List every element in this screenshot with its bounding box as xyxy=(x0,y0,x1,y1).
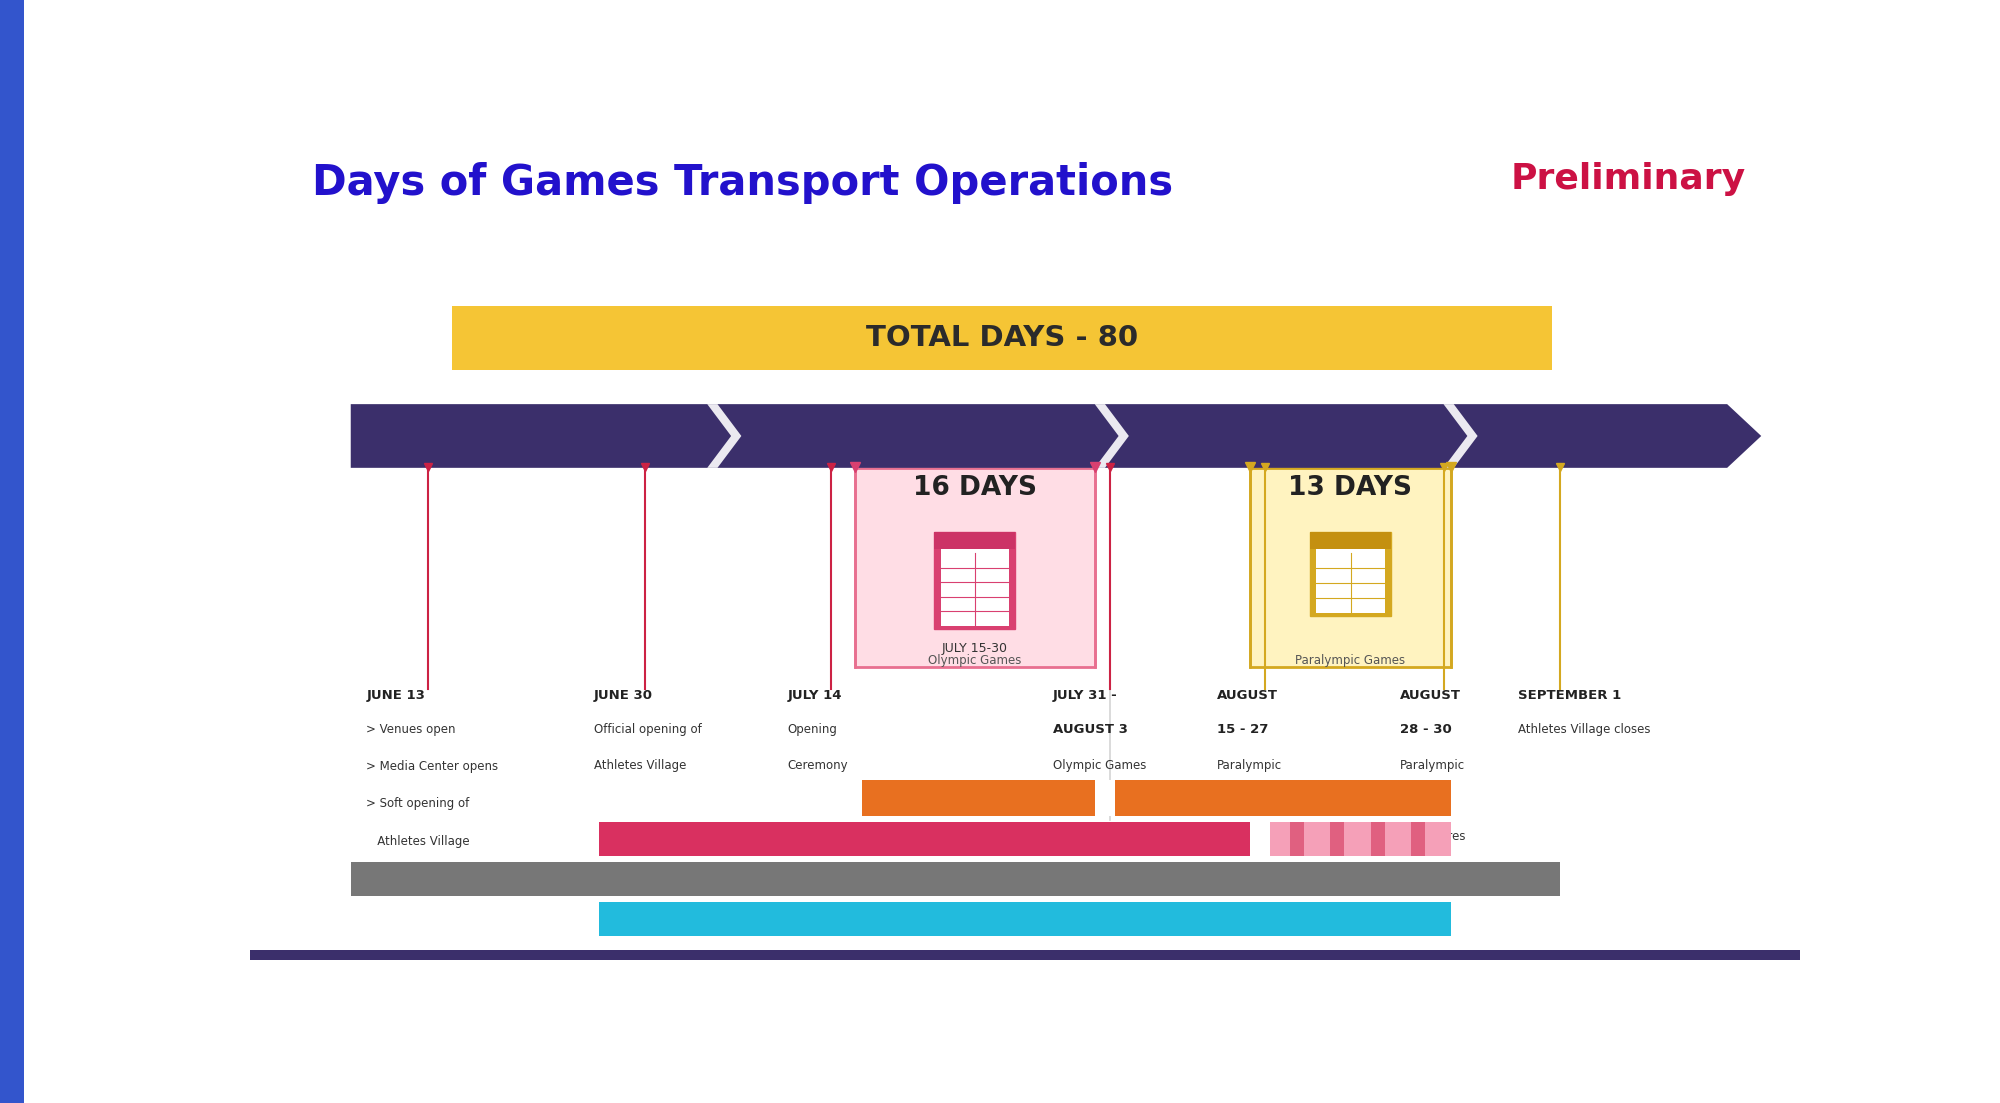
Text: Preliminary: Preliminary xyxy=(1510,162,1746,196)
Polygon shape xyxy=(350,404,1762,468)
Bar xyxy=(1250,468,1452,667)
Text: JUNE 13: JUNE 13 xyxy=(366,688,426,702)
Text: 60 Days - OC's Games Family transport systems: 60 Days - OC's Games Family transport sy… xyxy=(606,912,924,925)
Text: Games: Games xyxy=(1218,795,1258,807)
Bar xyxy=(1370,822,1384,856)
Polygon shape xyxy=(708,404,742,468)
Bar xyxy=(940,549,1008,625)
Bar xyxy=(598,822,1250,856)
Text: SEPTEMBER 1: SEPTEMBER 1 xyxy=(1518,688,1622,702)
Text: Athletes Village: Athletes Village xyxy=(366,835,470,848)
Text: Official opening of: Official opening of xyxy=(594,722,702,736)
Text: Athletes Village: Athletes Village xyxy=(594,759,686,772)
Text: August 2028: August 2028 xyxy=(1196,427,1302,445)
Text: > Venues open: > Venues open xyxy=(366,722,456,736)
Polygon shape xyxy=(1094,404,1128,468)
Text: Days of Games Transport Operations: Days of Games Transport Operations xyxy=(312,162,1174,204)
Text: AUGUST: AUGUST xyxy=(1400,688,1462,702)
Bar xyxy=(1310,532,1390,617)
Bar xyxy=(1410,822,1426,856)
Text: > Media Center opens: > Media Center opens xyxy=(366,760,498,773)
Text: Paralympic: Paralympic xyxy=(1400,759,1466,772)
Text: Departures: Departures xyxy=(1052,795,1120,807)
Bar xyxy=(1270,822,1452,856)
Bar xyxy=(350,861,1560,896)
Bar xyxy=(854,468,1094,667)
Bar xyxy=(598,902,1452,935)
Bar xyxy=(934,532,1014,629)
Text: JUNE 30: JUNE 30 xyxy=(594,688,654,702)
Text: Departures: Departures xyxy=(1400,831,1466,844)
Text: 16 DAYS: 16 DAYS xyxy=(912,474,1036,501)
Text: Olympic Games: Olympic Games xyxy=(928,654,1022,667)
Text: 28 - 30: 28 - 30 xyxy=(1400,722,1452,736)
Text: > Soft opening of: > Soft opening of xyxy=(366,797,470,811)
Text: JULY 15-30: JULY 15-30 xyxy=(942,642,1008,655)
Text: Games: Games xyxy=(1400,795,1442,807)
Text: September 2028: September 2028 xyxy=(1514,427,1652,445)
Text: Athletes Village closes: Athletes Village closes xyxy=(1518,722,1650,736)
Text: 13 DAYS: 13 DAYS xyxy=(1288,474,1412,501)
Text: 30 Days Supplemental Bus System for spectators and workforce (SBS): 30 Days Supplemental Bus System for spec… xyxy=(870,792,1320,805)
Text: AUGUST: AUGUST xyxy=(1218,688,1278,702)
Bar xyxy=(1316,549,1384,613)
Text: AUGUST 3: AUGUST 3 xyxy=(1052,722,1128,736)
Bar xyxy=(452,307,1552,371)
Bar xyxy=(1310,532,1390,548)
Bar xyxy=(250,951,1800,961)
Text: June 2028: June 2028 xyxy=(448,427,532,445)
Text: Olympic Games: Olympic Games xyxy=(1052,759,1146,772)
Text: Opening: Opening xyxy=(788,722,838,736)
Bar xyxy=(862,781,1452,816)
Text: Ceremony: Ceremony xyxy=(788,759,848,772)
Bar xyxy=(934,532,1014,548)
Text: JULY 14: JULY 14 xyxy=(788,688,842,702)
Text: July 2028: July 2028 xyxy=(854,427,932,445)
Text: partial operation: partial operation xyxy=(1314,863,1408,872)
Bar xyxy=(1094,781,1114,816)
Polygon shape xyxy=(1444,404,1478,468)
Text: 15 - 27: 15 - 27 xyxy=(1218,722,1268,736)
Text: JULY 31 -: JULY 31 - xyxy=(1052,688,1118,702)
Text: 80 Days Local Area Traffic Management and Parking (LATMP) controls around compet: 80 Days Local Area Traffic Management an… xyxy=(358,874,1096,884)
Bar xyxy=(1330,822,1344,856)
Bar xyxy=(1290,822,1304,856)
Text: Paralympic Games: Paralympic Games xyxy=(1296,654,1406,667)
Text: 60 Days Games Route Network (GRN) full operation: 60 Days Games Route Network (GRN) full o… xyxy=(606,833,948,846)
Text: TOTAL DAYS - 80: TOTAL DAYS - 80 xyxy=(866,324,1138,352)
Text: Paralympic: Paralympic xyxy=(1218,759,1282,772)
